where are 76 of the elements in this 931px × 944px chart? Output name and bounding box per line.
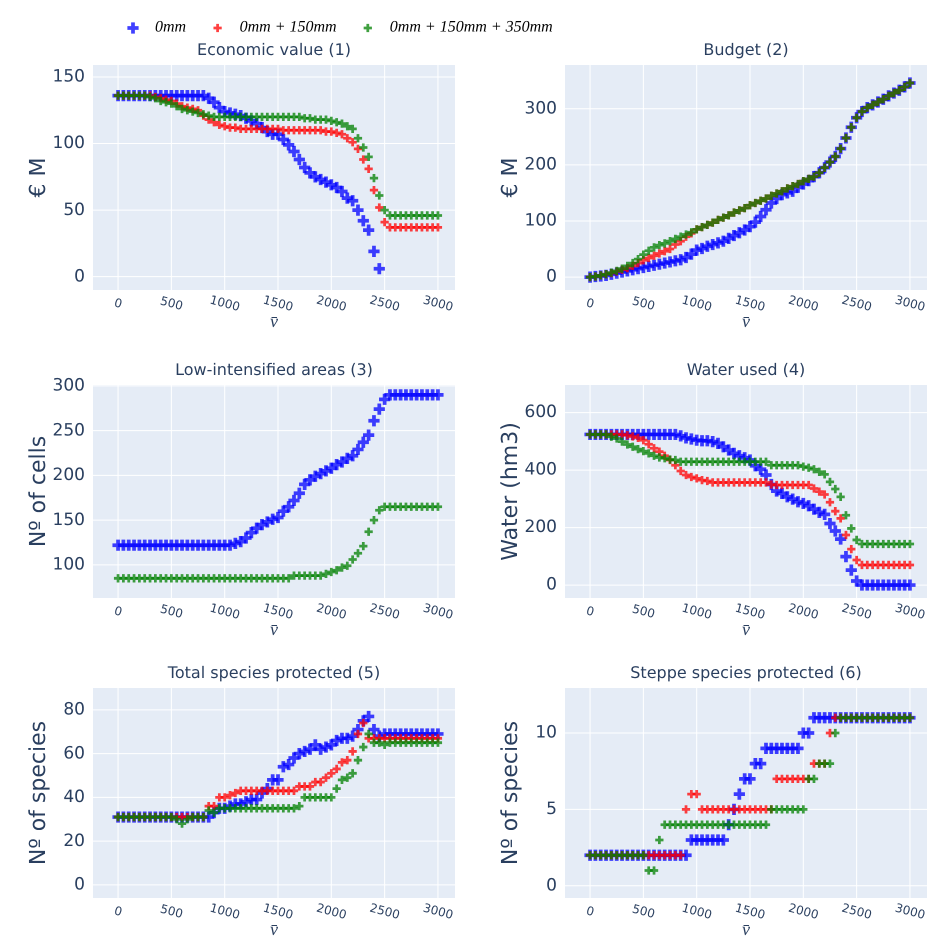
y-axis-title: € M [498,158,523,198]
y-tick-label: 0 [74,266,85,286]
x-tick-label: 2000 [314,292,348,314]
y-axis-title: Nº of species [26,720,51,866]
x-tick-label: 2500 [840,600,874,622]
x-tick-label: 3000 [894,900,927,922]
y-tick-label: 300 [52,376,85,396]
x-tick-label: 2500 [840,292,874,314]
chart-title: Water used (4) [686,360,806,379]
y-axis-title: Water (hm3) [498,422,523,561]
y-tick-label: 250 [52,420,85,440]
x-tick-label: 1000 [208,900,242,922]
x-tick-label: 1000 [680,600,714,622]
x-tick-label: 3000 [422,600,455,622]
x-tick-label: 0 [584,296,596,312]
y-tick-label: 150 [52,510,85,530]
legend-label: 0mm [155,18,186,36]
y-tick-label: 100 [52,554,85,575]
chart-title: Steppe species protected (6) [630,663,862,682]
x-tick-label: 2500 [368,600,402,622]
y-tick-label: 0 [546,266,557,287]
x-tick-label: 2000 [786,292,820,314]
x-tick-label: 2500 [368,292,402,314]
y-tick-label: 0 [74,874,85,895]
x-tick-label: 500 [630,602,656,622]
y-tick-label: 80 [63,700,85,720]
chart-title: Economic value (1) [197,40,351,59]
x-tick-label: 500 [630,902,656,922]
y-tick-label: 20 [63,830,85,851]
chart-title: Low-intensified areas (3) [175,360,373,379]
x-tick-label: 0 [584,904,596,920]
y-axis-title: Nº of cells [26,436,51,548]
y-tick-label: 60 [63,743,85,764]
x-tick-label: 3000 [894,292,927,314]
y-tick-label: 400 [524,460,557,480]
x-tick-label: 1000 [680,900,714,922]
y-tick-label: 0 [546,875,557,896]
x-tick-label: 1000 [208,600,242,622]
x-tick-label: 1000 [208,292,242,314]
y-tick-label: 40 [63,787,85,808]
x-tick-label: 500 [158,602,184,622]
x-tick-label: 0 [584,604,596,620]
x-tick-label: 1000 [680,292,714,314]
x-tick-label: 3000 [422,292,455,314]
legend-label: 0mm + 150mm + 350mm [390,18,553,36]
x-tick-label: 3000 [422,900,455,922]
legend-label: 0mm + 150mm [240,18,337,36]
y-axis-title: € M [26,158,51,198]
x-tick-label: 2000 [314,900,348,922]
x-tick-label: 2000 [786,900,820,922]
x-tick-label: 500 [158,902,184,922]
x-tick-label: 2000 [314,600,348,622]
x-tick-label: 500 [158,294,184,314]
chart-title: Total species protected (5) [166,663,380,682]
y-tick-label: 50 [63,200,85,220]
y-tick-label: 600 [524,402,557,422]
x-tick-label: 500 [630,294,656,314]
y-tick-label: 300 [524,98,557,118]
y-tick-label: 100 [524,210,557,231]
x-tick-label: 3000 [894,600,927,622]
x-tick-label: 0 [112,904,124,920]
y-tick-label: 200 [524,154,557,175]
y-tick-label: 200 [52,465,85,486]
y-tick-label: 100 [52,133,85,154]
y-tick-label: 200 [524,517,557,538]
chart-title: Budget (2) [703,40,789,59]
y-tick-label: 5 [546,799,557,820]
y-tick-label: 150 [52,66,85,87]
x-tick-label: 0 [112,604,124,620]
x-tick-label: 2000 [786,600,820,622]
y-tick-label: 10 [535,722,557,743]
x-tick-label: 0 [112,296,124,312]
y-tick-label: 0 [546,574,557,595]
y-axis-title: Nº of species [498,720,523,866]
x-tick-label: 2500 [840,900,874,922]
x-tick-label: 2500 [368,900,402,922]
